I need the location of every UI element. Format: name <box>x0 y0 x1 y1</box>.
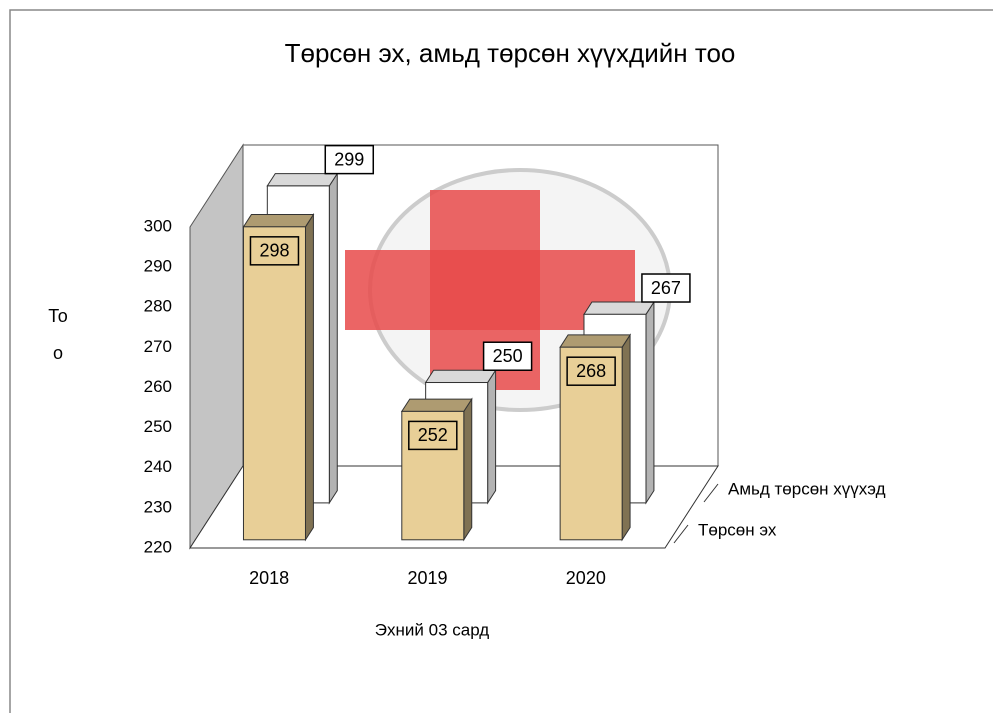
y-tick-label: 280 <box>144 297 172 316</box>
legend-line <box>673 524 689 544</box>
data-label: 250 <box>493 346 523 366</box>
frame <box>9 9 993 713</box>
bar-top <box>424 369 497 384</box>
y-tick-label: 220 <box>144 537 172 556</box>
bar-side <box>304 212 314 542</box>
bar-top <box>242 214 315 228</box>
y-axis-label: Тоо <box>48 306 68 363</box>
data-label-box <box>408 420 458 451</box>
legend-label: Төрсөн эх <box>698 520 777 539</box>
y-tick-label: 240 <box>144 457 172 476</box>
x-tick-label: 2019 <box>407 568 447 588</box>
data-label: 252 <box>418 425 448 445</box>
y-tick-label: 250 <box>144 417 172 436</box>
bar-side <box>328 171 338 505</box>
data-label-box <box>249 236 300 266</box>
x-axis-label: Эхний 03 сард <box>375 620 489 639</box>
y-tick-label: 260 <box>144 377 172 396</box>
bar-top <box>266 173 339 187</box>
bar-side <box>463 397 473 542</box>
data-label-box <box>566 356 616 386</box>
data-label: 268 <box>576 361 606 381</box>
data-label: 298 <box>259 241 289 261</box>
bar <box>242 212 315 542</box>
bar-top <box>559 334 632 348</box>
data-label: 299 <box>334 149 364 169</box>
bar <box>400 397 473 542</box>
legend-label: Амьд төрсөн хүүхэд <box>728 479 886 498</box>
bar-top <box>400 398 473 412</box>
legend-line <box>703 483 719 503</box>
data-label-box <box>641 273 691 303</box>
data-label-box <box>482 341 533 371</box>
bar-side <box>621 333 631 542</box>
y-tick-label: 230 <box>144 497 172 516</box>
bar-top <box>583 301 655 315</box>
bar-front <box>242 226 306 541</box>
data-label: 267 <box>651 278 681 298</box>
x-tick-label: 2020 <box>566 568 606 588</box>
y-tick-label: 300 <box>144 216 172 235</box>
y-tick-label: 270 <box>144 337 172 356</box>
data-label-box <box>324 144 375 175</box>
bar-side <box>645 300 655 505</box>
chart-title: Төрсөн эх, амьд төрсөн хүүхдийн тоо <box>285 38 736 68</box>
y-tick-label: 290 <box>144 257 172 276</box>
bar-side <box>487 368 497 505</box>
x-tick-label: 2018 <box>249 568 289 588</box>
